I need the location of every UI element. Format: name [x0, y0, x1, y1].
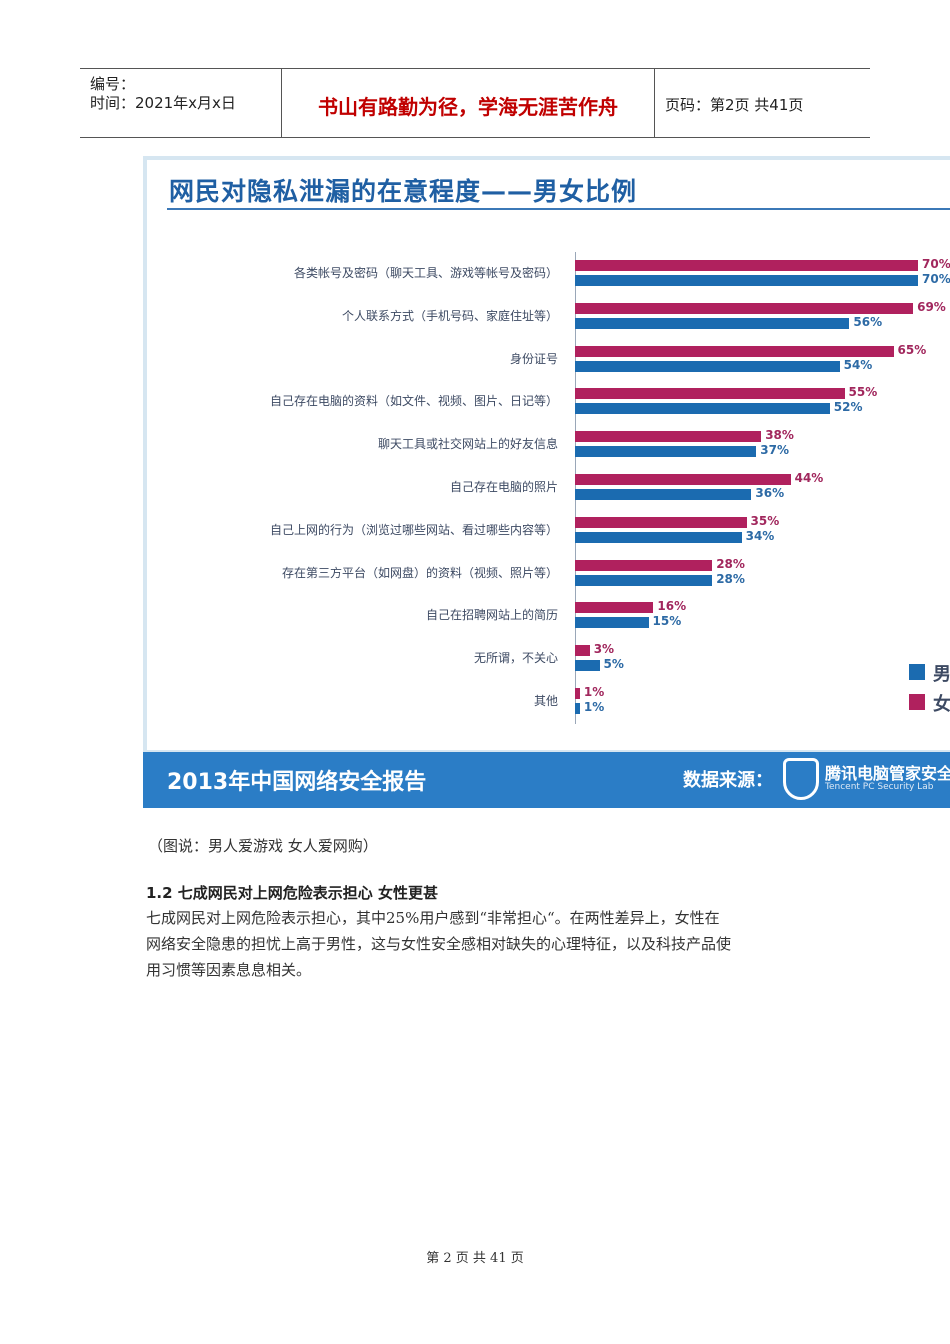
- bar-female: [575, 602, 654, 614]
- paragraph-line-2: 网络安全隐患的担忧上高于男性，这与女性安全感相对缺失的心理特征，以及科技产品使: [146, 935, 732, 953]
- value-label-male: 15%: [652, 614, 682, 629]
- bar-female: [575, 388, 845, 400]
- value-label-female: 65%: [897, 342, 927, 357]
- motto: 书山有路勤为径，学海无涯苦作舟: [318, 95, 618, 119]
- legend-label-male: 男: [933, 664, 950, 685]
- legend-label-female: 女: [933, 694, 950, 715]
- category-label: 各类帐号及密码（聊天工具、游戏等帐号及密码）: [293, 266, 558, 280]
- bar-male: [575, 660, 600, 672]
- chart-footer-band: 2013年中国网络安全报告 数据来源： 腾讯电脑管家安全 Tencent PC …: [143, 752, 950, 808]
- bar-male: [575, 703, 580, 714]
- chart-axis: [575, 252, 576, 724]
- paragraph-line-1: 七成网民对上网危险表示担心，其中25%用户感到“非常担心“。在两性差异上，女性在: [146, 909, 720, 927]
- bar-female: [575, 559, 713, 571]
- bar-male: [575, 446, 757, 458]
- document-header: 编号： 时间：2021年x月x日 书山有路勤为径，学海无涯苦作舟 页码：第2页 …: [80, 68, 870, 138]
- serial-label: 编号：: [90, 75, 136, 93]
- value-label-male: 34%: [745, 528, 775, 543]
- page-label: 页码：第2页 共41页: [665, 96, 804, 114]
- bar-female: [575, 302, 914, 314]
- paragraph-line-3: 用习惯等因素息息相关。: [146, 961, 312, 979]
- value-label-male: 52%: [833, 400, 863, 415]
- privacy-chart: 网民对隐私泄漏的在意程度——男女比例 各类帐号及密码（聊天工具、游戏等帐号及密码…: [143, 156, 950, 808]
- header-page-cell: 页码：第2页 共41页: [655, 69, 870, 137]
- value-label-male: 28%: [716, 571, 745, 586]
- bar-female: [575, 474, 791, 485]
- bar-female: [575, 345, 894, 357]
- category-label: 自己在招聘网站上的简历: [425, 608, 558, 623]
- value-label-male: 37%: [760, 443, 790, 458]
- title-divider: [167, 208, 950, 210]
- source-label: 数据来源：: [683, 770, 773, 791]
- bar-female: [575, 260, 918, 271]
- bar-female: [575, 431, 762, 443]
- legend-swatch-female: [909, 694, 925, 710]
- bar-female: [575, 516, 747, 528]
- value-label-female: 69%: [917, 299, 946, 314]
- category-label: 个人联系方式（手机号码、家庭住址等）: [341, 308, 558, 323]
- legend-swatch-male: [909, 664, 925, 680]
- brand-name: 腾讯电脑管家安全: [825, 764, 950, 783]
- value-label-female: 3%: [593, 642, 615, 657]
- bar-male: [575, 403, 830, 415]
- bar-male: [575, 360, 840, 372]
- value-label-male: 36%: [755, 486, 785, 500]
- value-label-female: 44%: [794, 471, 824, 485]
- bar-female: [575, 688, 580, 699]
- category-label: 身份证号: [509, 351, 558, 366]
- value-label-female: 1%: [583, 685, 605, 699]
- category-label: 其他: [533, 694, 558, 708]
- category-label: 自己上网的行为（浏览过哪些网站、看过哪些内容等）: [269, 522, 558, 537]
- figure-caption: （图说：男人爱游戏 女人爱网购）: [148, 837, 378, 855]
- page-footer: 第 2 页 共 41 页: [426, 1251, 524, 1266]
- value-label-male: 5%: [603, 657, 624, 672]
- bar-male: [575, 489, 752, 500]
- value-label-female: 35%: [750, 513, 780, 528]
- value-label-male: 70%: [922, 272, 950, 286]
- value-label-male: 1%: [583, 700, 605, 714]
- category-label: 无所谓，不关心: [473, 651, 558, 666]
- value-label-female: 38%: [765, 428, 794, 443]
- chart-panel: 网民对隐私泄漏的在意程度——男女比例 各类帐号及密码（聊天工具、游戏等帐号及密码…: [147, 160, 950, 750]
- chart-title: 网民对隐私泄漏的在意程度——男女比例: [169, 177, 638, 206]
- time-label: 时间：2021年x月x日: [90, 94, 236, 112]
- bar-male: [575, 275, 918, 286]
- category-label: 聊天工具或社交网站上的好友信息: [377, 437, 558, 452]
- bar-male: [575, 317, 850, 329]
- category-label: 自己存在电脑的资料（如文件、视频、图片、日记等）: [269, 394, 558, 409]
- value-label-female: 16%: [657, 599, 687, 614]
- section-heading: 1.2 七成网民对上网危险表示担心 女性更甚: [146, 884, 439, 902]
- category-label: 存在第三方平台（如网盘）的资料（视频、照片等）: [281, 565, 558, 580]
- header-motto-cell: 书山有路勤为径，学海无涯苦作舟: [282, 69, 655, 137]
- value-label-male: 56%: [853, 314, 883, 329]
- value-label-female: 70%: [922, 257, 950, 271]
- bar-male: [575, 531, 742, 543]
- report-title: 2013年中国网络安全报告: [167, 770, 427, 795]
- value-label-female: 28%: [716, 556, 745, 571]
- value-label-female: 55%: [848, 385, 878, 400]
- shield-icon: [783, 758, 819, 800]
- bar-male: [575, 617, 649, 629]
- category-label: 自己存在电脑的照片: [449, 480, 558, 494]
- value-label-male: 54%: [843, 357, 873, 372]
- header-info-cell: 编号： 时间：2021年x月x日: [80, 69, 282, 137]
- bar-female: [575, 645, 590, 657]
- brand-subtitle: Tencent PC Security Lab: [825, 782, 934, 792]
- bar-male: [575, 574, 713, 586]
